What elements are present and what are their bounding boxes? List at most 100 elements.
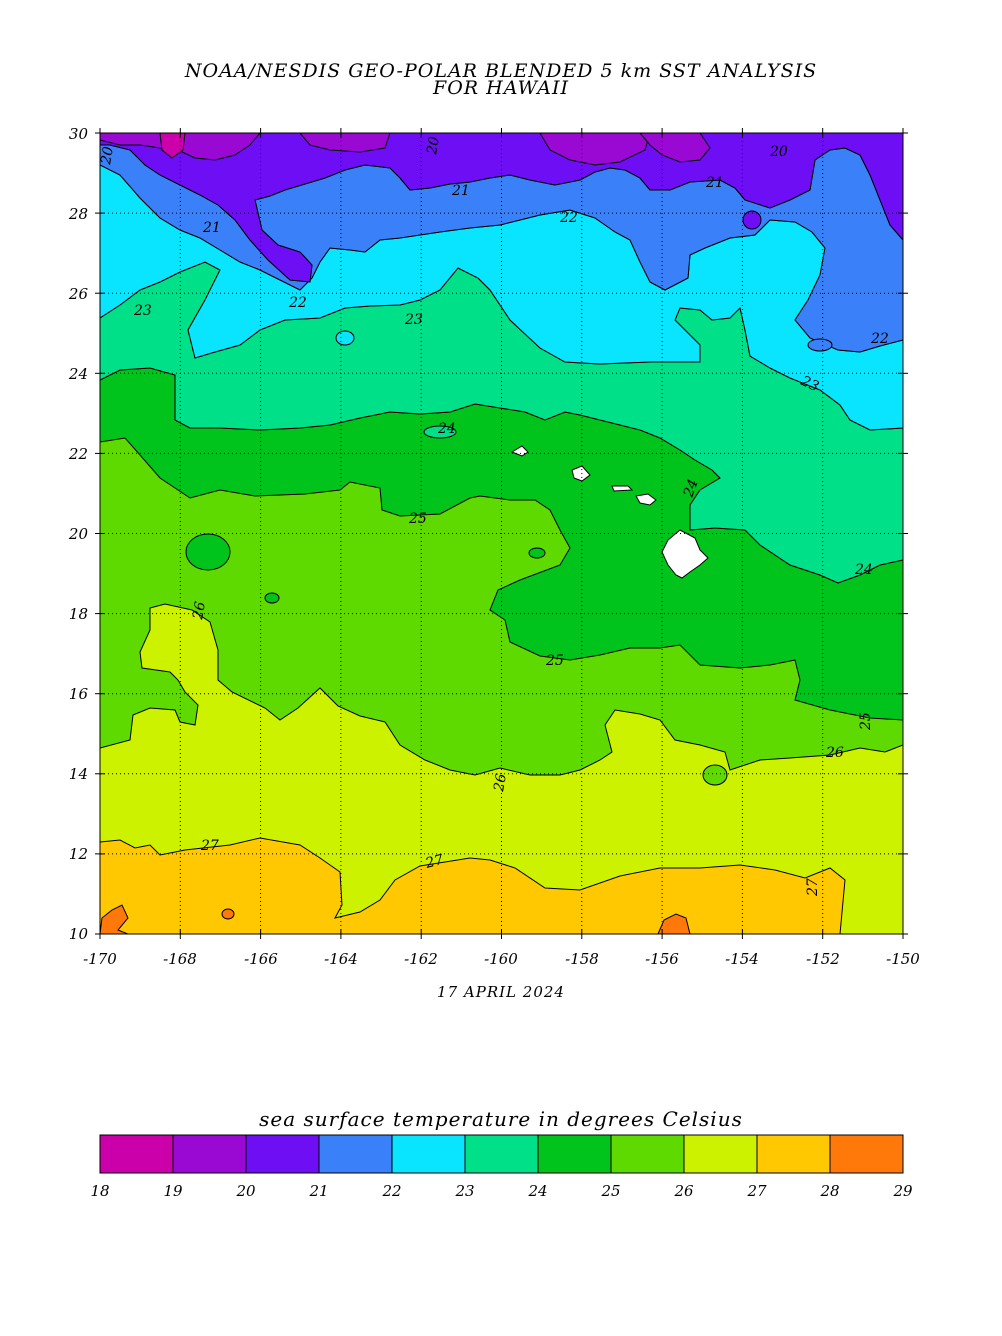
colorbar-tick-label: 25 xyxy=(600,1182,620,1200)
colorbar-swatch xyxy=(245,1134,320,1174)
colorbar-tick-label: 29 xyxy=(892,1182,913,1200)
colorbar-swatch xyxy=(610,1134,685,1174)
patch-24-25 xyxy=(264,592,280,604)
analysis-date: 17 APRIL 2024 xyxy=(437,983,565,1001)
contour-label: 20 xyxy=(769,144,788,160)
colorbar-tick-label: 24 xyxy=(527,1182,547,1200)
contour-label: 26 xyxy=(491,772,510,793)
contour-label: 24 xyxy=(680,477,701,500)
contour-label: 23 xyxy=(797,373,821,395)
eddy-21-22 xyxy=(807,338,833,352)
contour-label: 22 xyxy=(288,295,307,311)
eddy-20-21 xyxy=(742,210,762,230)
contour-label: 24 xyxy=(437,421,456,437)
colorbar: 18 19 20 21 22 23 24 25 26 27 28 29 xyxy=(90,1134,913,1200)
lat-label: 30 xyxy=(69,125,89,143)
contour-label: 21 xyxy=(202,220,221,236)
colorbar-swatch xyxy=(537,1134,612,1174)
lat-label: 12 xyxy=(69,845,88,863)
colorbar-tick-label: 28 xyxy=(819,1182,839,1200)
island-molokai xyxy=(611,485,634,492)
contour-label: 22 xyxy=(870,331,889,347)
colorbar-swatch xyxy=(683,1134,758,1174)
contour-label: 26 xyxy=(190,600,209,621)
lat-label: 18 xyxy=(69,605,88,623)
band-27-28 xyxy=(100,837,846,934)
lon-label: -160 xyxy=(484,950,518,968)
colorbar-title: sea surface temperature in degrees Celsi… xyxy=(259,1107,743,1131)
island-oahu xyxy=(571,465,591,482)
contour-label: 22 xyxy=(559,210,578,226)
lat-label: 26 xyxy=(68,285,89,303)
contour-label: 23 xyxy=(404,312,423,328)
colorbar-tick-label: 20 xyxy=(235,1182,256,1200)
colorbar-swatch xyxy=(99,1134,174,1174)
patch-25-26 xyxy=(702,764,728,786)
lon-label: -162 xyxy=(404,950,438,968)
patch-28-29 xyxy=(100,904,129,934)
lat-label: 22 xyxy=(68,445,88,463)
island-hawaii xyxy=(661,529,709,579)
lat-label: 14 xyxy=(69,765,88,783)
colorbar-tick-label: 23 xyxy=(454,1182,474,1200)
lat-label: 24 xyxy=(68,365,88,383)
colorbar-frame xyxy=(99,1134,904,1174)
lon-label: -166 xyxy=(244,950,278,968)
patch-28-29 xyxy=(657,913,691,934)
lon-label: -158 xyxy=(565,950,599,968)
contour-label: 25 xyxy=(408,511,427,527)
colorbar-tick-label: 18 xyxy=(90,1182,109,1200)
colorbar-swatch xyxy=(464,1134,539,1174)
lat-label: 16 xyxy=(69,685,89,703)
lon-label: -168 xyxy=(163,950,197,968)
map-title-line1: NOAA/NESDIS GEO-POLAR BLENDED 5 km SST A… xyxy=(184,60,818,82)
graticule-grid xyxy=(100,133,903,934)
colorbar-swatch xyxy=(318,1134,393,1174)
colorbar-swatch xyxy=(829,1134,904,1174)
colorbar-tick-label: 26 xyxy=(673,1182,694,1200)
lon-label: -152 xyxy=(806,950,840,968)
contour-label: 27 xyxy=(200,838,219,854)
contour-label: 24 xyxy=(854,562,873,578)
patch-19-20 xyxy=(639,133,711,163)
contour-label: 25 xyxy=(545,653,564,669)
colorbar-tick-label: 27 xyxy=(746,1182,767,1200)
lat-axis: 30 28 26 24 22 20 18 16 14 12 10 xyxy=(68,125,89,943)
lon-axis: -170 -168 -166 -164 -162 -160 -158 -156 … xyxy=(83,950,920,968)
band-20-21 xyxy=(100,133,903,283)
contour-labels: 20 20 20 21 21 21 22 22 22 23 23 23 24 2… xyxy=(98,135,889,897)
patch-23-24 xyxy=(423,425,457,439)
contour-label: 23 xyxy=(133,303,152,319)
contour-label: 20 xyxy=(98,145,117,166)
colorbar-tick-label: 21 xyxy=(308,1182,328,1200)
lat-label: 10 xyxy=(69,925,89,943)
colorbar-tick-label: 22 xyxy=(381,1182,401,1200)
lon-label: -164 xyxy=(324,950,358,968)
colorbar-swatch xyxy=(391,1134,466,1174)
contour-label: 27 xyxy=(423,852,445,872)
contour-label: 20 xyxy=(424,135,443,156)
patch-19-20 xyxy=(299,133,391,153)
colorbar-swatch xyxy=(172,1134,247,1174)
sst-map: -170 -168 -166 -164 -162 -160 -158 -156 … xyxy=(68,125,920,968)
island-maui xyxy=(635,493,657,506)
patch-24-25 xyxy=(528,547,546,559)
lat-label: 28 xyxy=(68,205,88,223)
colorbar-swatch xyxy=(756,1134,831,1174)
lon-label: -154 xyxy=(725,950,759,968)
contour-label: 27 xyxy=(805,878,821,897)
lon-label: -156 xyxy=(645,950,679,968)
eddy-22-23 xyxy=(335,330,355,346)
contour-label: 21 xyxy=(705,175,724,191)
patch-24-25 xyxy=(185,533,231,571)
map-title-line2: FOR HAWAII xyxy=(433,77,569,99)
contour-label: 21 xyxy=(451,183,470,199)
patch-28-29 xyxy=(221,908,235,920)
lon-label: -150 xyxy=(886,950,920,968)
axis-ticks xyxy=(95,128,908,939)
colorbar-tick-label: 19 xyxy=(163,1182,183,1200)
patch-18-19 xyxy=(159,133,186,159)
contour-label: 25 xyxy=(858,712,874,731)
lat-label: 20 xyxy=(68,525,89,543)
contour-label: 26 xyxy=(825,745,844,761)
